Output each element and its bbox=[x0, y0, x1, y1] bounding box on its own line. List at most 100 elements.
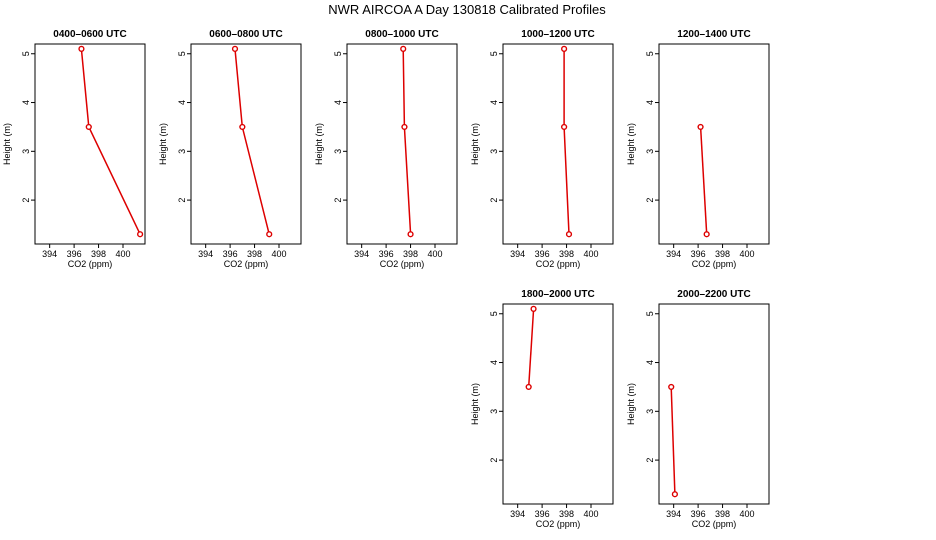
y-tick-label: 5 bbox=[645, 311, 655, 316]
x-axis-label: CO2 (ppm) bbox=[536, 519, 581, 529]
data-point bbox=[78, 45, 85, 52]
y-axis-label: Height (m) bbox=[626, 123, 636, 165]
data-point bbox=[266, 231, 273, 238]
plot-frame bbox=[658, 303, 770, 505]
x-axis-label: CO2 (ppm) bbox=[692, 519, 737, 529]
profile-line bbox=[699, 126, 708, 235]
data-point bbox=[401, 123, 408, 131]
x-tick-label: 394 bbox=[666, 249, 681, 259]
panel-7: 2000–2200 UTC 394 396 398 400 2 3 4 5 CO2 (ppm) He… bbox=[626, 289, 770, 529]
data-point bbox=[703, 231, 710, 238]
y-tick-label: 2 bbox=[177, 198, 187, 203]
x-tick-label: 398 bbox=[559, 509, 574, 519]
panel-title: 2000–2200 UTC bbox=[677, 289, 750, 300]
profile-line bbox=[527, 308, 535, 387]
x-tick-label: 396 bbox=[223, 249, 238, 259]
y-tick-label: 3 bbox=[177, 149, 187, 154]
y-axis-label: Height (m) bbox=[158, 123, 168, 165]
x-tick-label: 398 bbox=[403, 249, 418, 259]
panel-title: 1800–2000 UTC bbox=[521, 289, 594, 300]
y-axis-label: Height (m) bbox=[470, 383, 480, 425]
panel-2: 0600–0800 UTC 394 396 398 400 2 3 4 5 CO2 (ppm) He… bbox=[158, 29, 302, 269]
y-tick-label: 2 bbox=[645, 198, 655, 203]
y-tick-label: 5 bbox=[21, 51, 31, 56]
panel-5: 1200–1400 UTC 394 396 398 400 2 3 4 5 CO2 (ppm) He… bbox=[626, 29, 770, 269]
y-tick-label: 4 bbox=[21, 100, 31, 105]
data-point bbox=[231, 45, 239, 52]
data-point bbox=[239, 123, 246, 131]
data-point bbox=[400, 45, 407, 52]
profile-line bbox=[563, 48, 570, 235]
x-tick-label: 396 bbox=[535, 249, 550, 259]
x-axis-label: CO2 (ppm) bbox=[68, 259, 113, 269]
x-tick-label: 394 bbox=[354, 249, 369, 259]
y-tick-label: 3 bbox=[21, 149, 31, 154]
data-point bbox=[407, 231, 414, 238]
y-tick-label: 4 bbox=[177, 100, 187, 105]
profile-line bbox=[80, 48, 141, 235]
x-axis-label: CO2 (ppm) bbox=[224, 259, 269, 269]
x-tick-label: 396 bbox=[379, 249, 394, 259]
figure-title: NWR AIRCOA A Day 130818 Calibrated Profi… bbox=[328, 2, 606, 17]
x-tick-label: 400 bbox=[427, 249, 442, 259]
panel-title: 0600–0800 UTC bbox=[209, 29, 282, 40]
panel-4: 1000–1200 UTC 394 396 398 400 2 3 4 5 CO2 (ppm) He… bbox=[470, 29, 614, 269]
x-tick-label: 400 bbox=[739, 249, 754, 259]
y-tick-label: 5 bbox=[333, 51, 343, 56]
data-point bbox=[137, 231, 144, 238]
y-tick-label: 3 bbox=[489, 149, 499, 154]
data-point bbox=[561, 45, 568, 52]
y-axis-label: Height (m) bbox=[2, 123, 12, 165]
panel-3: 0800–1000 UTC 394 396 398 400 2 3 4 5 CO2 (ppm) He… bbox=[314, 29, 458, 269]
plot-frame bbox=[502, 43, 614, 245]
y-tick-label: 4 bbox=[333, 100, 343, 105]
y-tick-label: 2 bbox=[333, 198, 343, 203]
plot-frame bbox=[658, 43, 770, 245]
y-tick-label: 5 bbox=[489, 51, 499, 56]
y-tick-label: 4 bbox=[489, 100, 499, 105]
x-tick-label: 394 bbox=[198, 249, 213, 259]
x-tick-label: 394 bbox=[42, 249, 57, 259]
x-tick-label: 400 bbox=[271, 249, 286, 259]
y-tick-label: 3 bbox=[333, 149, 343, 154]
data-point bbox=[671, 491, 678, 498]
data-point bbox=[668, 383, 675, 391]
x-axis-label: CO2 (ppm) bbox=[380, 259, 425, 269]
x-tick-label: 400 bbox=[115, 249, 130, 259]
profile-line bbox=[670, 386, 676, 495]
x-tick-label: 396 bbox=[691, 249, 706, 259]
data-point bbox=[565, 231, 573, 238]
plot-frame bbox=[346, 43, 458, 245]
data-point bbox=[525, 383, 532, 391]
x-tick-label: 396 bbox=[691, 509, 706, 519]
x-tick-label: 400 bbox=[583, 249, 598, 259]
plot-frame bbox=[502, 303, 614, 505]
y-axis-label: Height (m) bbox=[314, 123, 324, 165]
y-tick-label: 5 bbox=[489, 311, 499, 316]
y-tick-label: 5 bbox=[177, 51, 187, 56]
x-tick-label: 394 bbox=[666, 509, 681, 519]
y-tick-label: 4 bbox=[645, 100, 655, 105]
data-point bbox=[561, 123, 568, 131]
x-tick-label: 396 bbox=[67, 249, 82, 259]
y-tick-label: 3 bbox=[489, 409, 499, 414]
y-tick-label: 2 bbox=[489, 198, 499, 203]
x-tick-label: 398 bbox=[715, 509, 730, 519]
profile-line bbox=[402, 48, 412, 235]
data-point bbox=[530, 305, 537, 312]
x-tick-label: 400 bbox=[583, 509, 598, 519]
y-tick-label: 2 bbox=[21, 198, 31, 203]
y-tick-label: 4 bbox=[489, 360, 499, 365]
y-tick-label: 3 bbox=[645, 409, 655, 414]
panel-title: 0800–1000 UTC bbox=[365, 29, 438, 40]
x-tick-label: 398 bbox=[91, 249, 106, 259]
x-tick-label: 394 bbox=[510, 509, 525, 519]
x-tick-label: 400 bbox=[739, 509, 754, 519]
x-tick-label: 396 bbox=[535, 509, 550, 519]
data-point bbox=[85, 123, 92, 131]
panel-title: 1200–1400 UTC bbox=[677, 29, 750, 40]
x-tick-label: 398 bbox=[715, 249, 730, 259]
x-axis-label: CO2 (ppm) bbox=[536, 259, 581, 269]
y-tick-label: 2 bbox=[489, 458, 499, 463]
